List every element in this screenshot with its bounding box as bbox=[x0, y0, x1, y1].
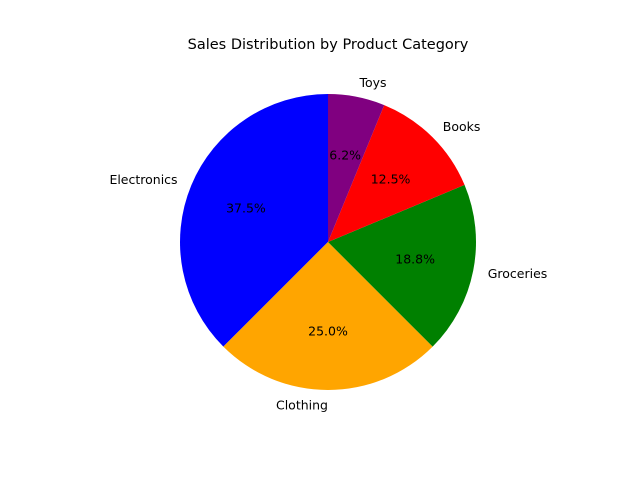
slice-label-electronics: Electronics bbox=[109, 172, 177, 187]
slice-percent-books: 12.5% bbox=[371, 172, 411, 187]
pie-slice-books bbox=[328, 105, 465, 242]
slice-label-toys: Toys bbox=[359, 75, 387, 90]
slice-percent-clothing: 25.0% bbox=[308, 323, 348, 338]
pie-labels: Electronics 37.5% Clothing 25.0% Groceries 18… bbox=[109, 75, 547, 413]
chart-title: Sales Distribution by Product Category bbox=[188, 37, 469, 53]
slice-label-books: Books bbox=[443, 119, 481, 134]
slice-label-groceries: Groceries bbox=[488, 266, 548, 281]
pie-slice-toys bbox=[328, 94, 385, 242]
pie-slice-clothing bbox=[223, 242, 433, 390]
pie-slice-electronics bbox=[180, 94, 328, 347]
slice-label-clothing: Clothing bbox=[276, 397, 328, 412]
slice-percent-toys: 6.2% bbox=[329, 147, 361, 162]
pie-slices bbox=[180, 94, 477, 390]
pie-slice-groceries bbox=[328, 184, 477, 347]
slice-percent-electronics: 37.5% bbox=[226, 201, 266, 216]
slice-percent-groceries: 18.8% bbox=[395, 252, 435, 267]
